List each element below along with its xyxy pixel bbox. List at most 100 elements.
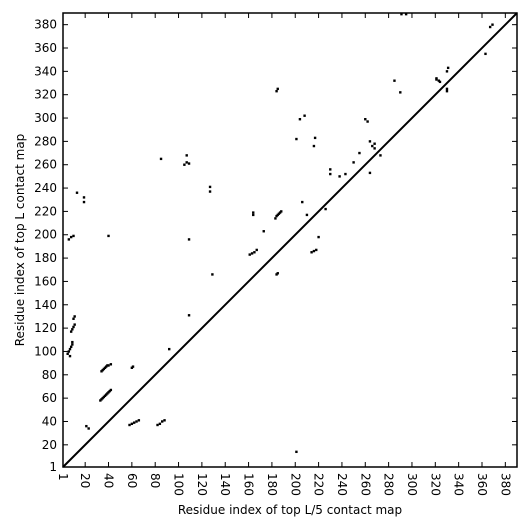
- contact-point: [379, 154, 382, 157]
- contact-point: [250, 252, 254, 255]
- contact-point: [168, 347, 171, 351]
- contact-point: [248, 253, 251, 256]
- contact-point: [82, 200, 86, 204]
- y-tick-label: 220: [34, 204, 57, 218]
- contact-point: [295, 450, 298, 454]
- contact-point: [71, 328, 74, 331]
- y-tick-label: 180: [34, 251, 57, 265]
- contact-point: [67, 350, 71, 353]
- contact-point: [156, 423, 159, 427]
- contact-point: [274, 217, 277, 220]
- y-tick-label: 200: [34, 228, 57, 242]
- y-tick-label: 260: [34, 158, 57, 172]
- contact-point: [71, 343, 74, 346]
- contact-point: [352, 161, 355, 164]
- contact-point: [262, 230, 265, 233]
- contact-point: [82, 196, 86, 199]
- contact-point: [68, 347, 72, 351]
- contact-point: [185, 161, 188, 164]
- x-tick-label: 360: [475, 473, 489, 496]
- contact-point: [329, 168, 332, 171]
- contact-point: [317, 235, 320, 239]
- x-tick-label: 80: [148, 473, 162, 488]
- x-tick-label: 160: [242, 473, 256, 496]
- x-tick-label: 240: [335, 473, 349, 496]
- contact-point: [161, 420, 164, 423]
- y-tick-label: 120: [34, 321, 57, 335]
- contact-point: [73, 315, 76, 318]
- contact-point: [305, 213, 309, 217]
- contact-point: [109, 363, 113, 366]
- x-tick-label: 140: [218, 473, 232, 496]
- contact-point: [72, 325, 75, 329]
- contact-point: [393, 79, 396, 82]
- y-tick-label: 80: [42, 368, 57, 382]
- contact-point: [159, 157, 163, 161]
- contact-point: [488, 25, 492, 29]
- contact-point: [324, 207, 327, 211]
- contact-point: [131, 365, 135, 368]
- y-tick-label: 300: [34, 111, 57, 125]
- contact-point: [364, 118, 367, 121]
- contact-point: [313, 136, 317, 140]
- contact-point: [435, 77, 438, 80]
- x-tick-label: 20: [78, 473, 92, 488]
- plot-frame: [62, 12, 518, 468]
- y-tick-label: 380: [34, 18, 57, 32]
- x-tick-label: 180: [265, 473, 279, 496]
- contact-point: [373, 142, 376, 145]
- contact-point: [187, 314, 191, 317]
- contact-point: [303, 114, 306, 117]
- contact-point: [253, 251, 256, 254]
- x-tick-label: 280: [382, 473, 396, 496]
- contact-point: [75, 191, 79, 194]
- y-tick-label: 280: [34, 134, 57, 148]
- contact-point: [109, 388, 113, 392]
- x-tick-label: 200: [288, 473, 302, 496]
- y-tick-label: 340: [34, 64, 57, 78]
- contact-point: [158, 422, 162, 426]
- y-tick-label: 140: [34, 298, 57, 312]
- contact-point: [404, 12, 408, 16]
- contact-point: [438, 80, 442, 84]
- contact-point: [208, 190, 212, 193]
- y-tick-label: 360: [34, 41, 57, 55]
- contact-point: [275, 89, 278, 93]
- y-tick-label: 240: [34, 181, 57, 195]
- contact-point: [310, 251, 313, 254]
- x-tick-label: 220: [312, 473, 326, 496]
- contact-point: [344, 172, 347, 176]
- contact-point: [484, 52, 487, 56]
- x-tick-label: 340: [452, 473, 466, 496]
- contact-point: [185, 154, 188, 157]
- contact-point: [368, 140, 372, 143]
- contact-point: [252, 211, 255, 214]
- contact-point: [312, 249, 316, 253]
- x-tick-label: 100: [172, 473, 186, 496]
- contact-point: [73, 323, 76, 326]
- contact-point: [85, 424, 88, 428]
- contact-point: [255, 248, 258, 252]
- contact-point: [298, 118, 302, 121]
- y-tick-label: 100: [34, 344, 57, 358]
- contact-point: [371, 144, 374, 148]
- y-tick-label: 160: [34, 274, 57, 288]
- contact-point: [399, 91, 402, 94]
- contact-point: [135, 420, 138, 423]
- contact-point: [107, 234, 110, 238]
- x-tick-label: 1: [56, 473, 70, 481]
- contact-point: [72, 234, 75, 238]
- x-tick-label: 260: [358, 473, 372, 496]
- contact-point: [66, 352, 69, 355]
- contact-point: [72, 317, 75, 320]
- x-tick-label: 40: [102, 473, 116, 488]
- contact-point: [446, 66, 450, 70]
- contact-point: [445, 70, 449, 73]
- contact-point: [445, 87, 449, 91]
- contact-point: [276, 87, 279, 91]
- x-tick-label: 60: [125, 473, 139, 488]
- contact-point: [373, 147, 376, 150]
- contact-point: [187, 162, 191, 165]
- contact-point: [368, 171, 372, 175]
